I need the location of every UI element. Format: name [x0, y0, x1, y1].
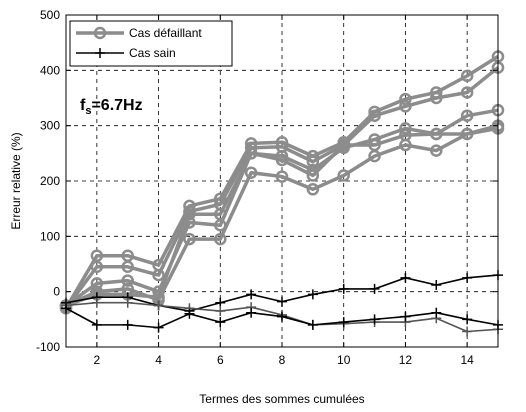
- legend-item: Cas sain: [76, 46, 176, 60]
- y-tick-label: 100: [40, 229, 60, 243]
- data-point: [306, 183, 320, 196]
- legend-swatch-marker: [93, 26, 107, 40]
- y-axis-label: Erreur relative (%): [9, 132, 23, 229]
- data-point: [338, 283, 349, 294]
- y-tick-label: -100: [36, 340, 60, 354]
- x-tick-label: 8: [279, 353, 286, 367]
- data-point: [121, 274, 134, 287]
- fs-annotation-rest: =6.7Hz: [91, 97, 142, 114]
- data-point: [122, 297, 133, 308]
- data-point: [246, 289, 257, 300]
- legend: Cas défaillant Cas sain: [69, 20, 233, 67]
- data-point: [215, 306, 226, 317]
- data-point: [462, 326, 473, 337]
- data-point: [275, 153, 289, 167]
- data-point: [246, 307, 257, 318]
- data-point: [215, 317, 226, 328]
- legend-label: Cas défaillant: [129, 26, 202, 40]
- data-point: [430, 144, 443, 157]
- x-tick-label: 2: [94, 353, 101, 367]
- data-point: [91, 297, 102, 308]
- data-point: [399, 128, 412, 142]
- series-line: [64, 66, 500, 310]
- data-point: [462, 272, 473, 283]
- data-point: [214, 232, 227, 246]
- data-point: [337, 169, 350, 182]
- y-tick-label: 500: [40, 8, 60, 22]
- data-point: [460, 109, 474, 122]
- y-tick-label: 300: [40, 119, 60, 133]
- data-point: [369, 314, 380, 325]
- x-tick-label: 4: [155, 353, 162, 367]
- data-point: [430, 127, 443, 141]
- data-point: [399, 92, 412, 106]
- legend-swatch-marker: [95, 48, 105, 58]
- data-point: [460, 127, 474, 141]
- legend-label: Cas sain: [129, 46, 176, 60]
- data-point: [368, 109, 381, 122]
- legend-items: Cas défaillant Cas sain: [76, 26, 202, 60]
- ticks: 2 4 6 8 10 12 14 -100 0 100 200 300 400 500: [36, 8, 498, 367]
- data-point: [306, 155, 320, 168]
- data-point: [337, 138, 350, 152]
- data-point: [153, 322, 164, 333]
- data-point: [184, 308, 195, 319]
- series-line: [65, 126, 499, 308]
- x-tick-label: 6: [217, 353, 224, 367]
- y-tick-label: 200: [40, 174, 60, 188]
- data-point: [431, 280, 442, 291]
- data-point: [399, 100, 412, 113]
- series-5: [59, 122, 505, 312]
- data-point: [307, 289, 318, 300]
- data-point: [306, 169, 320, 182]
- data-point: [122, 319, 133, 330]
- data-point: [121, 260, 134, 274]
- data-point: [153, 300, 164, 311]
- x-tick-label: 10: [337, 353, 351, 367]
- x-tick-label: 14: [460, 353, 474, 367]
- data-point: [275, 170, 289, 183]
- data-point: [462, 314, 473, 325]
- data-point: [244, 166, 258, 179]
- data-point: [214, 207, 227, 221]
- x-tick-label: 12: [399, 353, 413, 367]
- data-point: [460, 86, 474, 99]
- data-point: [183, 207, 196, 221]
- data-point: [430, 91, 443, 105]
- y-tick-label: 0: [53, 285, 60, 299]
- data-point: [91, 319, 102, 330]
- data-point: [400, 311, 411, 322]
- fs-annotation-main: f: [80, 97, 86, 114]
- data-point: [369, 283, 380, 294]
- data-point: [277, 296, 287, 307]
- data-point: [431, 307, 442, 318]
- y-tick-label: 400: [40, 63, 60, 77]
- fs-annotation: fs=6.7Hz: [80, 97, 143, 117]
- data-point: [307, 319, 318, 330]
- data-point: [338, 317, 349, 328]
- data-point: [152, 268, 165, 282]
- data-point: [368, 138, 381, 152]
- data-point: [244, 147, 258, 160]
- series-line: [65, 123, 499, 308]
- x-axis-label: Termes des sommes cumulées: [199, 392, 364, 406]
- data-point: [460, 69, 474, 83]
- fs-annotation-sub: s: [85, 105, 91, 117]
- data-point: [183, 232, 196, 246]
- data-point: [400, 272, 411, 283]
- data-point: [277, 311, 287, 322]
- legend-item: Cas défaillant: [76, 26, 202, 40]
- data-point: [90, 260, 104, 274]
